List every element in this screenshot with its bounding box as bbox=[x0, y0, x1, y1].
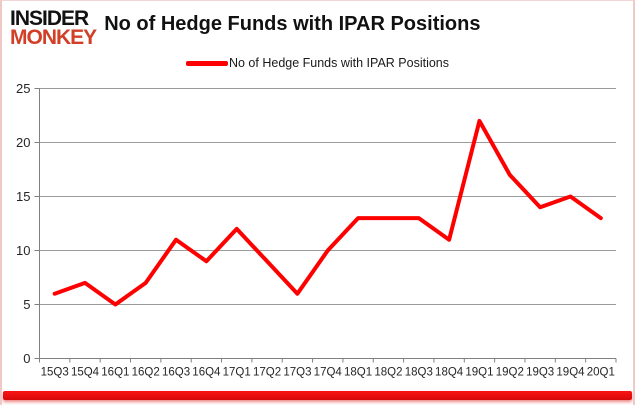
x-axis-tick-label: 15Q4 bbox=[71, 367, 100, 379]
x-axis-tick-label: 17Q2 bbox=[253, 367, 281, 379]
data-line-series bbox=[52, 118, 603, 307]
x-axis-tick-label: 18Q4 bbox=[435, 367, 464, 379]
x-axis-tick-label: 20Q1 bbox=[587, 367, 615, 379]
x-axis-tick-label: 19Q2 bbox=[496, 367, 524, 379]
legend-label: No of Hedge Funds with IPAR Positions bbox=[228, 56, 449, 70]
x-axis-tick-label: 17Q3 bbox=[283, 367, 311, 379]
x-axis-tick-label: 17Q4 bbox=[314, 367, 343, 379]
x-axis-tick-label: 16Q3 bbox=[162, 367, 190, 379]
legend-line-marker bbox=[185, 60, 228, 66]
x-axis-tick-label: 19Q1 bbox=[465, 367, 493, 379]
y-axis-tick-label: 15 bbox=[16, 189, 30, 204]
bottom-accent-bar bbox=[3, 391, 632, 400]
x-axis-tick-label: 17Q1 bbox=[223, 367, 251, 379]
header: INSIDER MONKEY No of Hedge Funds with IP… bbox=[10, 7, 481, 50]
x-axis-tick-label: 18Q1 bbox=[344, 367, 372, 379]
x-axis-tick-label: 18Q2 bbox=[374, 367, 402, 379]
y-axis-tick-label: 25 bbox=[16, 81, 30, 96]
x-axis-tick-label: 15Q3 bbox=[41, 367, 69, 379]
logo-line1: INSIDER bbox=[10, 7, 89, 30]
x-axis-tick-label: 19Q3 bbox=[526, 367, 554, 379]
y-axis-tick-label: 0 bbox=[23, 351, 30, 366]
x-axis-tick-label: 16Q1 bbox=[101, 367, 129, 379]
legend: No of Hedge Funds with IPAR Positions bbox=[2, 56, 633, 70]
chart-title: No of Hedge Funds with IPAR Positions bbox=[104, 13, 481, 35]
x-axis-tick-label: 16Q2 bbox=[132, 367, 160, 379]
x-axis-tick-label: 18Q3 bbox=[405, 367, 433, 379]
y-axis-tick-label: 5 bbox=[23, 297, 30, 312]
y-axis-tick-label: 10 bbox=[16, 243, 30, 258]
logo-line2: MONKEY bbox=[10, 26, 97, 50]
x-axis-tick-label: 19Q4 bbox=[556, 367, 585, 379]
insider-monkey-logo: INSIDER MONKEY bbox=[10, 7, 97, 50]
y-axis-tick-label: 20 bbox=[16, 135, 30, 150]
x-axis-tick-label: 16Q4 bbox=[192, 367, 221, 379]
